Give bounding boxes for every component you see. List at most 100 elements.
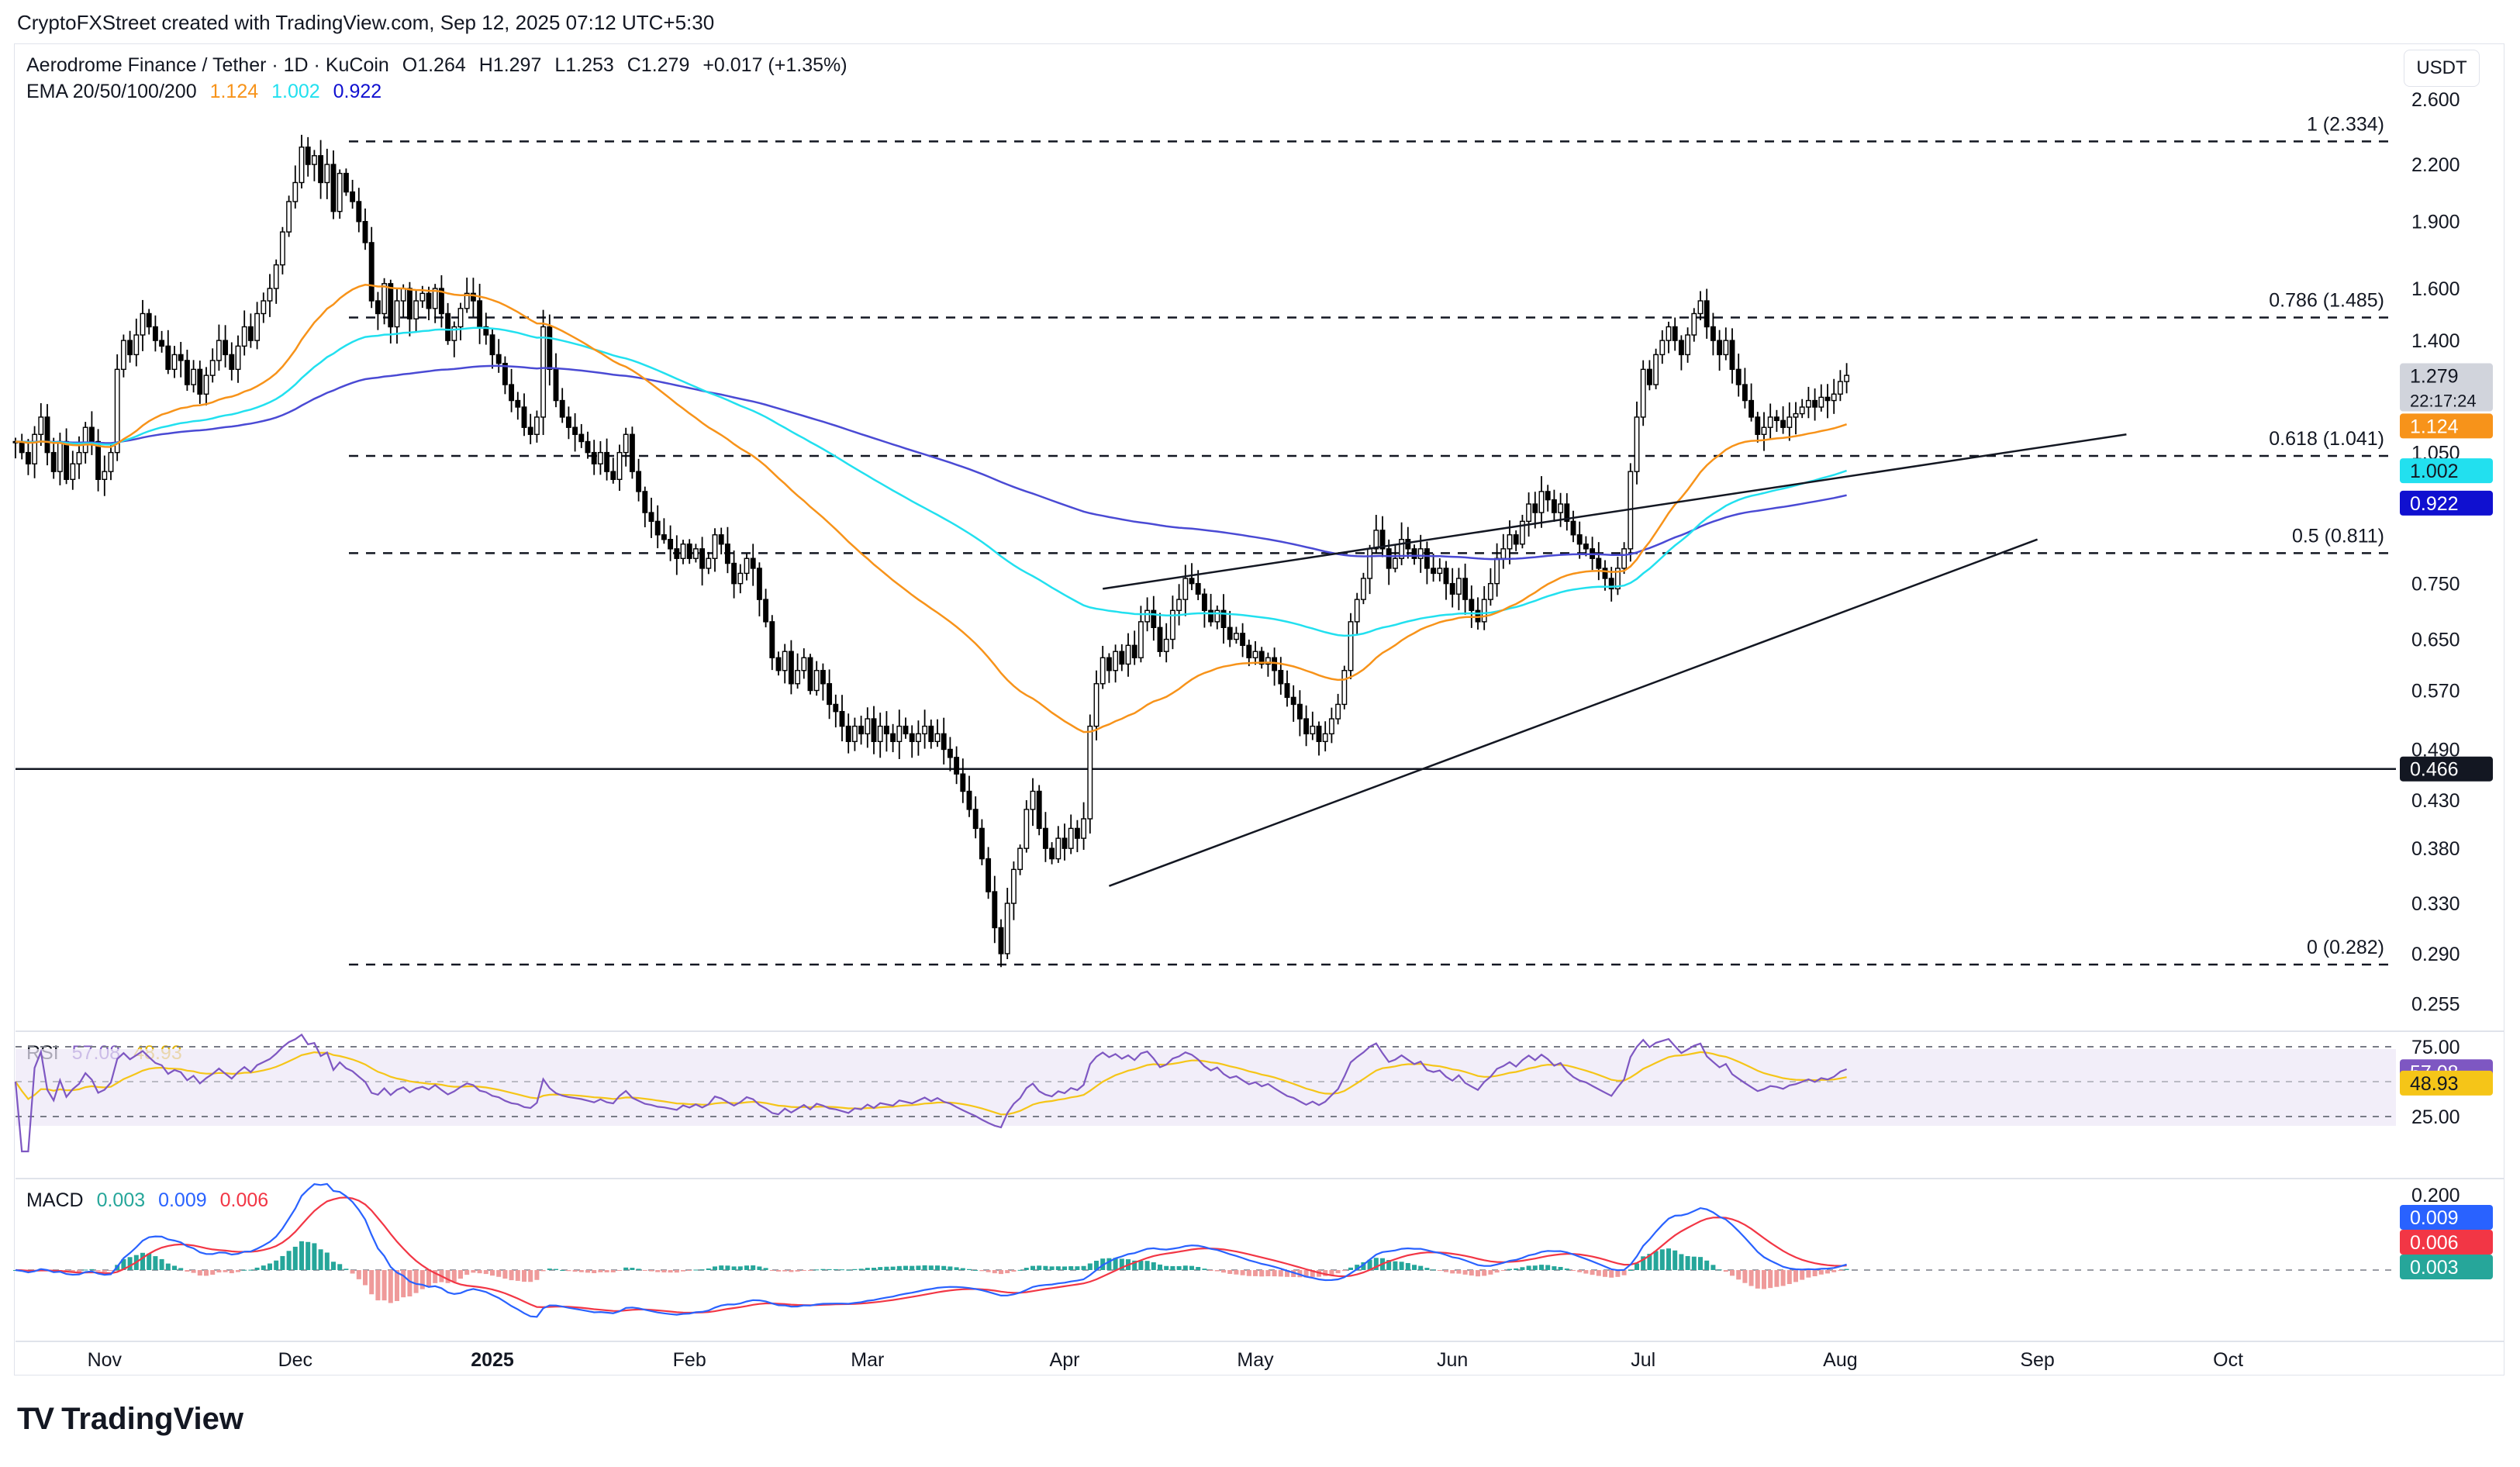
candle-down bbox=[521, 406, 527, 428]
time-axis-label: Sep bbox=[2020, 1349, 2054, 1371]
macd-histogram-bar bbox=[820, 1269, 826, 1270]
price-axis-tick: 1.400 bbox=[2411, 330, 2460, 352]
candle-down bbox=[64, 440, 70, 480]
candle-down bbox=[1824, 396, 1831, 402]
candle-up bbox=[108, 451, 114, 472]
macd-histogram-bar bbox=[782, 1270, 788, 1272]
price-axis-tick: 2.200 bbox=[2411, 154, 2460, 176]
candle-down bbox=[960, 773, 966, 792]
candle-up bbox=[1113, 651, 1119, 671]
candle-up bbox=[203, 375, 209, 395]
price-axis-tick: 0.430 bbox=[2411, 790, 2460, 812]
macd-histogram-bar bbox=[147, 1253, 152, 1270]
candle-up bbox=[1024, 809, 1030, 849]
rsi-ma-line bbox=[15, 1051, 1847, 1116]
candle-down bbox=[547, 326, 553, 371]
macd-histogram-bar bbox=[1221, 1270, 1226, 1273]
candle-down bbox=[1227, 626, 1233, 640]
macd-histogram-bar bbox=[858, 1269, 864, 1270]
macd-histogram-bar bbox=[483, 1270, 488, 1275]
candle-down bbox=[699, 548, 706, 569]
candle-up bbox=[235, 345, 241, 371]
macd-histogram-bar bbox=[95, 1270, 101, 1272]
macd-histogram-bar bbox=[554, 1269, 558, 1270]
candle-up bbox=[813, 670, 820, 692]
macd-histogram-bar bbox=[1755, 1270, 1760, 1289]
candle-up bbox=[1030, 790, 1036, 810]
macd-histogram-bar bbox=[1628, 1269, 1633, 1271]
macd-histogram-bar bbox=[1685, 1255, 1690, 1270]
macd-histogram-bar bbox=[407, 1270, 413, 1296]
candle-up bbox=[737, 572, 744, 585]
candle-down bbox=[591, 451, 597, 464]
candle-up bbox=[1055, 837, 1062, 860]
macd-histogram-bar bbox=[833, 1269, 838, 1270]
macd-histogram-bar bbox=[1603, 1270, 1607, 1277]
macd-histogram-bar bbox=[395, 1270, 399, 1301]
macd-histogram-bar bbox=[604, 1270, 609, 1272]
candle-down bbox=[750, 557, 756, 569]
macd-histogram-bar bbox=[1482, 1270, 1487, 1276]
macd-histogram-bar bbox=[979, 1270, 985, 1272]
currency-button[interactable]: USDT bbox=[2404, 50, 2480, 87]
macd-label[interactable]: MACD bbox=[26, 1189, 84, 1211]
candle-down bbox=[661, 534, 667, 540]
macd-histogram-bar bbox=[1214, 1270, 1220, 1272]
candle-down bbox=[572, 426, 578, 435]
candle-up bbox=[1767, 416, 1773, 428]
macd-histogram-bar bbox=[884, 1266, 889, 1270]
macd-histogram-bar bbox=[306, 1241, 311, 1270]
macd-histogram-bar bbox=[1106, 1258, 1112, 1270]
candle-down bbox=[585, 440, 591, 454]
macd-histogram-bar bbox=[1062, 1266, 1067, 1270]
macd-histogram-bar bbox=[1545, 1265, 1551, 1270]
candle-down bbox=[445, 312, 451, 341]
candle-down bbox=[1742, 384, 1748, 402]
candle-down bbox=[871, 718, 877, 743]
candle-up bbox=[915, 733, 921, 743]
candle-up bbox=[1526, 503, 1532, 523]
macd-histogram-bar bbox=[960, 1268, 965, 1270]
macd-histogram-bar bbox=[1119, 1258, 1124, 1270]
candle-down bbox=[223, 340, 229, 356]
candle-up bbox=[1360, 578, 1366, 600]
candle-down bbox=[998, 927, 1004, 954]
candle-down bbox=[1672, 326, 1678, 341]
macd-histogram-bar bbox=[769, 1270, 775, 1271]
macd-histogram-bar bbox=[1182, 1265, 1188, 1270]
ema-label[interactable]: EMA 20/50/100/200 bbox=[26, 81, 197, 102]
symbol-name[interactable]: Aerodrome Finance / Tether · 1D · KuCoin bbox=[26, 54, 389, 76]
macd-histogram-bar bbox=[540, 1270, 546, 1272]
fib-level-label: 0.618 (1.041) bbox=[2269, 428, 2384, 450]
candle-down bbox=[788, 651, 794, 685]
time-axis-label: Mar bbox=[851, 1349, 884, 1371]
time-axis-label: Feb bbox=[673, 1349, 706, 1371]
candle-up bbox=[191, 368, 197, 385]
macd-histogram-bar bbox=[1768, 1270, 1773, 1289]
candle-down bbox=[388, 283, 394, 328]
price-tag-bg bbox=[2400, 756, 2493, 782]
candle-down bbox=[305, 147, 311, 165]
macd-histogram-bar bbox=[1291, 1270, 1296, 1277]
candle-up bbox=[1481, 599, 1487, 623]
macd-histogram-bar bbox=[1240, 1270, 1245, 1275]
candle-down bbox=[184, 360, 190, 385]
tradingview-brand[interactable]: TV TradingView bbox=[17, 1402, 243, 1437]
candle-down bbox=[769, 621, 775, 658]
macd-histogram-bar bbox=[1806, 1270, 1811, 1278]
candle-down bbox=[1748, 399, 1755, 418]
macd-histogram-bar bbox=[973, 1269, 979, 1271]
candle-down bbox=[1303, 718, 1310, 735]
candle-down bbox=[1189, 578, 1195, 585]
candle-up bbox=[1634, 416, 1640, 472]
candle-up bbox=[922, 725, 928, 735]
candle-up bbox=[311, 155, 317, 165]
price-tag-bg bbox=[2400, 490, 2493, 516]
macd-histogram-bar bbox=[210, 1270, 216, 1275]
candle-down bbox=[356, 201, 362, 223]
macd-histogram-bar bbox=[337, 1264, 343, 1270]
macd-histogram-bar bbox=[1323, 1270, 1328, 1276]
macd-histogram-bar bbox=[623, 1267, 629, 1270]
candle-down bbox=[1049, 847, 1055, 860]
